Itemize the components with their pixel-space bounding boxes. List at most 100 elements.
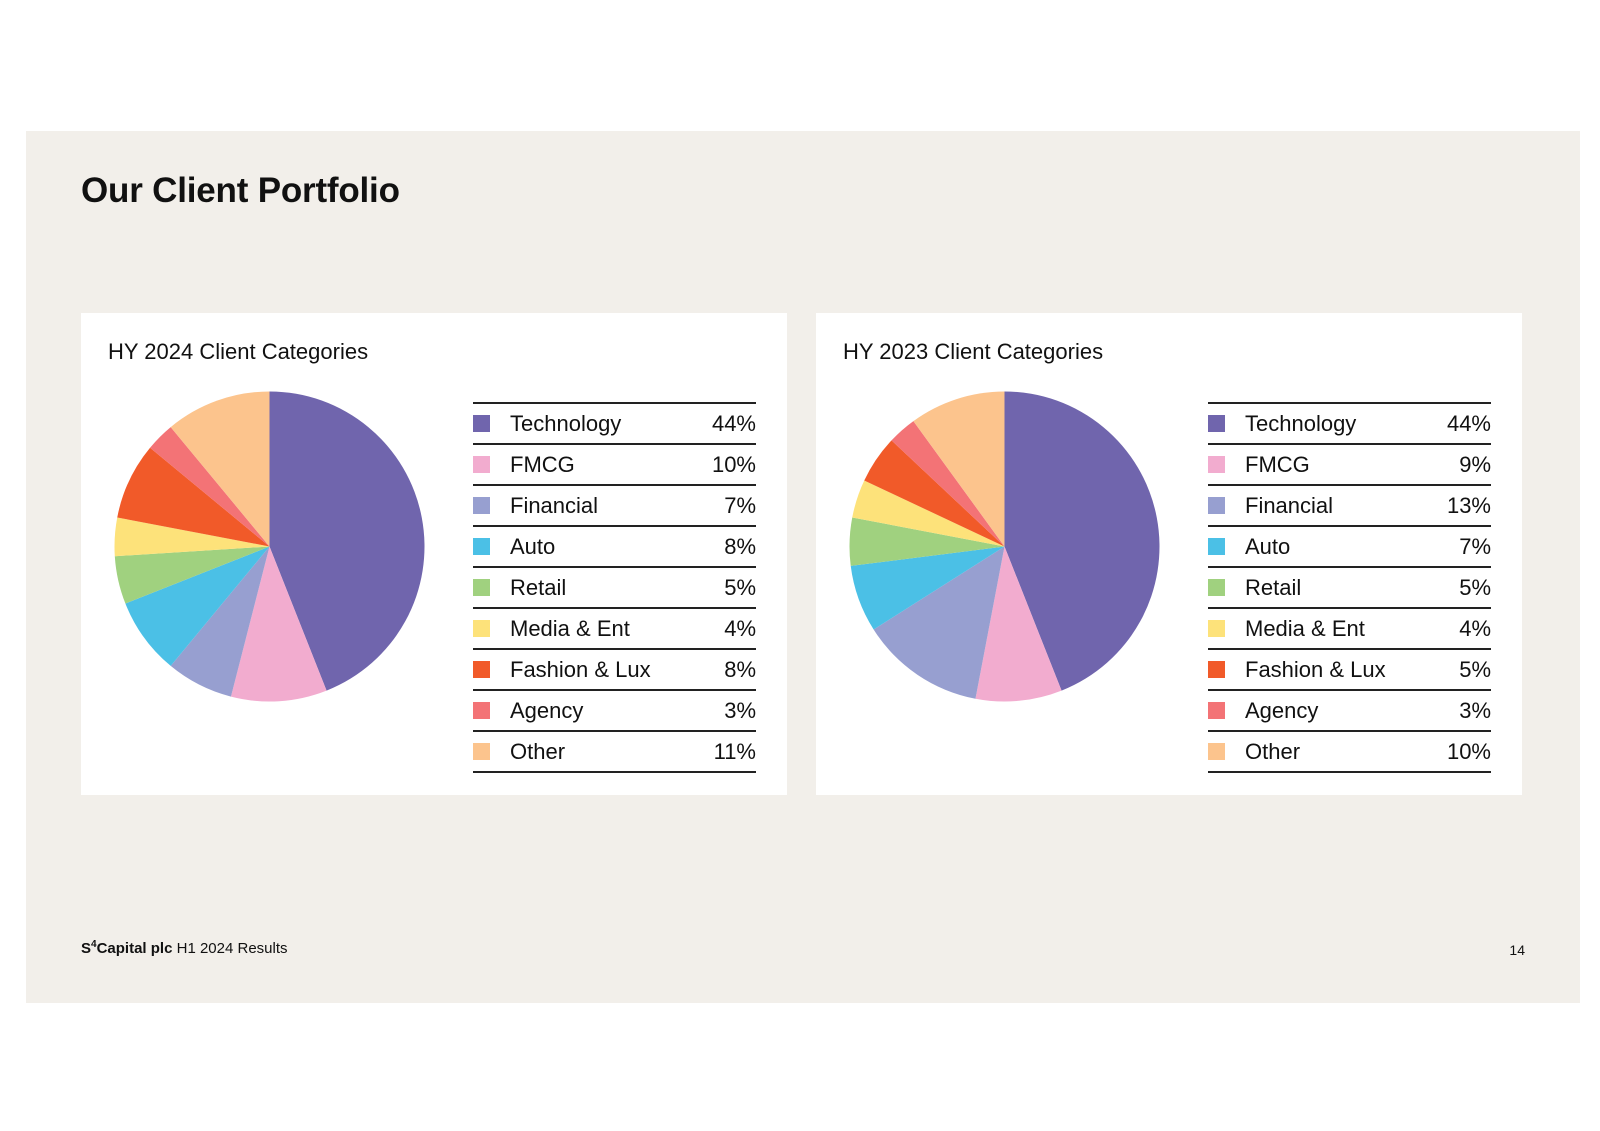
legend-row: Media & Ent 4% bbox=[473, 607, 756, 648]
legend-label: Retail bbox=[1245, 574, 1302, 600]
legend-label: Media & Ent bbox=[1245, 615, 1365, 641]
legend-swatch bbox=[1208, 702, 1225, 719]
legend-swatch bbox=[473, 579, 490, 596]
pie-slice-fashion-lux bbox=[864, 440, 1005, 547]
legend-label: Media & Ent bbox=[510, 615, 630, 641]
pie-slice-financial bbox=[170, 546, 270, 697]
legend-value: 8% bbox=[724, 533, 756, 559]
chart-panel-hy2024: HY 2024 Client Categories Technology 44% F… bbox=[81, 313, 787, 795]
legend-row: Agency 3% bbox=[473, 689, 756, 730]
legend-value: 8% bbox=[724, 656, 756, 682]
legend-value: 44% bbox=[711, 410, 756, 436]
legend-label: FMCG bbox=[1245, 451, 1310, 477]
legend-swatch bbox=[1208, 620, 1225, 637]
legend-swatch bbox=[473, 702, 490, 719]
legend-row: Other 10% bbox=[1208, 730, 1491, 773]
pie-slice-other bbox=[913, 391, 1005, 547]
legend-swatch bbox=[1208, 538, 1225, 555]
pie-slice-auto bbox=[125, 546, 270, 666]
legend-row: Financial 7% bbox=[473, 484, 756, 525]
legend-row: FMCG 9% bbox=[1208, 443, 1491, 484]
brand-sup: 4 bbox=[91, 939, 97, 950]
pie-slice-agency bbox=[150, 427, 270, 547]
legend-value: 9% bbox=[1459, 451, 1491, 477]
footer-brand: S4Capital plc H1 2024 Results bbox=[81, 939, 288, 957]
legend-value: 5% bbox=[1459, 574, 1491, 600]
legend-row: Retail 5% bbox=[1208, 566, 1491, 607]
legend-value: 11% bbox=[713, 738, 756, 764]
legend-row: FMCG 10% bbox=[473, 443, 756, 484]
chart-title: HY 2024 Client Categories bbox=[108, 339, 369, 364]
legend-value: 5% bbox=[1459, 656, 1491, 682]
legend-swatch bbox=[473, 456, 490, 473]
legend-swatch bbox=[473, 743, 490, 760]
legend-value: 10% bbox=[1446, 738, 1491, 764]
pie-chart bbox=[849, 391, 1160, 702]
legend-label: Financial bbox=[510, 492, 599, 518]
legend-row: Technology 44% bbox=[473, 402, 756, 443]
legend-swatch bbox=[473, 661, 490, 678]
legend-value: 7% bbox=[1459, 533, 1491, 559]
legend-swatch bbox=[473, 497, 490, 514]
chart-legend: Technology 44% FMCG 9% Financial 13% Auto 7% Ret… bbox=[1208, 402, 1491, 773]
pie-slice-fmcg bbox=[975, 546, 1062, 702]
legend-row: Media & Ent 4% bbox=[1208, 607, 1491, 648]
pie-slice-retail bbox=[849, 517, 1005, 566]
pie-slice-media-ent bbox=[852, 480, 1005, 547]
legend-label: Auto bbox=[510, 533, 556, 559]
legend-label: Auto bbox=[1245, 533, 1291, 559]
legend-label: Other bbox=[1245, 738, 1301, 764]
legend-swatch bbox=[473, 538, 490, 555]
legend-row: Fashion & Lux 5% bbox=[1208, 648, 1491, 689]
legend-label: Other bbox=[510, 738, 566, 764]
legend-label: Agency bbox=[1245, 697, 1319, 723]
pie-chart bbox=[114, 391, 425, 702]
legend-row: Auto 8% bbox=[473, 525, 756, 566]
legend-swatch bbox=[1208, 743, 1225, 760]
legend-label: FMCG bbox=[510, 451, 575, 477]
pie-slice-technology bbox=[269, 391, 425, 691]
chart-panel-hy2023: HY 2023 Client Categories Technology 44% F… bbox=[816, 313, 1522, 795]
legend-value: 5% bbox=[724, 574, 756, 600]
legend-value: 4% bbox=[724, 615, 756, 641]
legend-label: Financial bbox=[1245, 492, 1334, 518]
legend-value: 7% bbox=[724, 492, 756, 518]
legend-label: Retail bbox=[510, 574, 567, 600]
legend-label: Agency bbox=[510, 697, 584, 723]
chart-legend: Technology 44% FMCG 10% Financial 7% Auto 8% Ret… bbox=[473, 402, 756, 773]
legend-row: Fashion & Lux 8% bbox=[473, 648, 756, 689]
pie-slice-fmcg bbox=[230, 546, 327, 702]
chart-title: HY 2023 Client Categories bbox=[843, 339, 1104, 364]
pie-slice-other bbox=[170, 391, 270, 547]
pie-slice-media-ent bbox=[114, 517, 270, 557]
slide: Our Client Portfolio HY 2024 Client Cate… bbox=[26, 131, 1580, 1003]
legend-row: Other 11% bbox=[473, 730, 756, 773]
page-number: 14 bbox=[1509, 942, 1525, 958]
pie-slice-retail bbox=[114, 546, 270, 604]
legend-row: Technology 44% bbox=[1208, 402, 1491, 443]
legend-row: Financial 13% bbox=[1208, 484, 1491, 525]
brand-rest: Capital plc bbox=[96, 940, 173, 957]
page-title: Our Client Portfolio bbox=[81, 171, 400, 210]
legend-row: Retail 5% bbox=[473, 566, 756, 607]
pie-slice-auto bbox=[850, 546, 1005, 630]
legend-swatch bbox=[1208, 579, 1225, 596]
legend-label: Technology bbox=[1245, 410, 1357, 436]
pie-slice-fashion-lux bbox=[117, 447, 270, 547]
legend-value: 13% bbox=[1446, 492, 1491, 518]
legend-swatch bbox=[473, 620, 490, 637]
legend-row: Auto 7% bbox=[1208, 525, 1491, 566]
legend-label: Fashion & Lux bbox=[510, 656, 651, 682]
legend-row: Agency 3% bbox=[1208, 689, 1491, 730]
legend-value: 3% bbox=[724, 697, 756, 723]
legend-label: Technology bbox=[510, 410, 622, 436]
footer-subtitle: H1 2024 Results bbox=[176, 940, 288, 957]
legend-swatch bbox=[473, 415, 490, 432]
brand-name: S4Capital plc bbox=[81, 939, 173, 957]
pie-slice-technology bbox=[1004, 391, 1160, 691]
legend-swatch bbox=[1208, 415, 1225, 432]
legend-value: 10% bbox=[711, 451, 756, 477]
legend-value: 44% bbox=[1446, 410, 1491, 436]
legend-swatch bbox=[1208, 497, 1225, 514]
legend-label: Fashion & Lux bbox=[1245, 656, 1386, 682]
